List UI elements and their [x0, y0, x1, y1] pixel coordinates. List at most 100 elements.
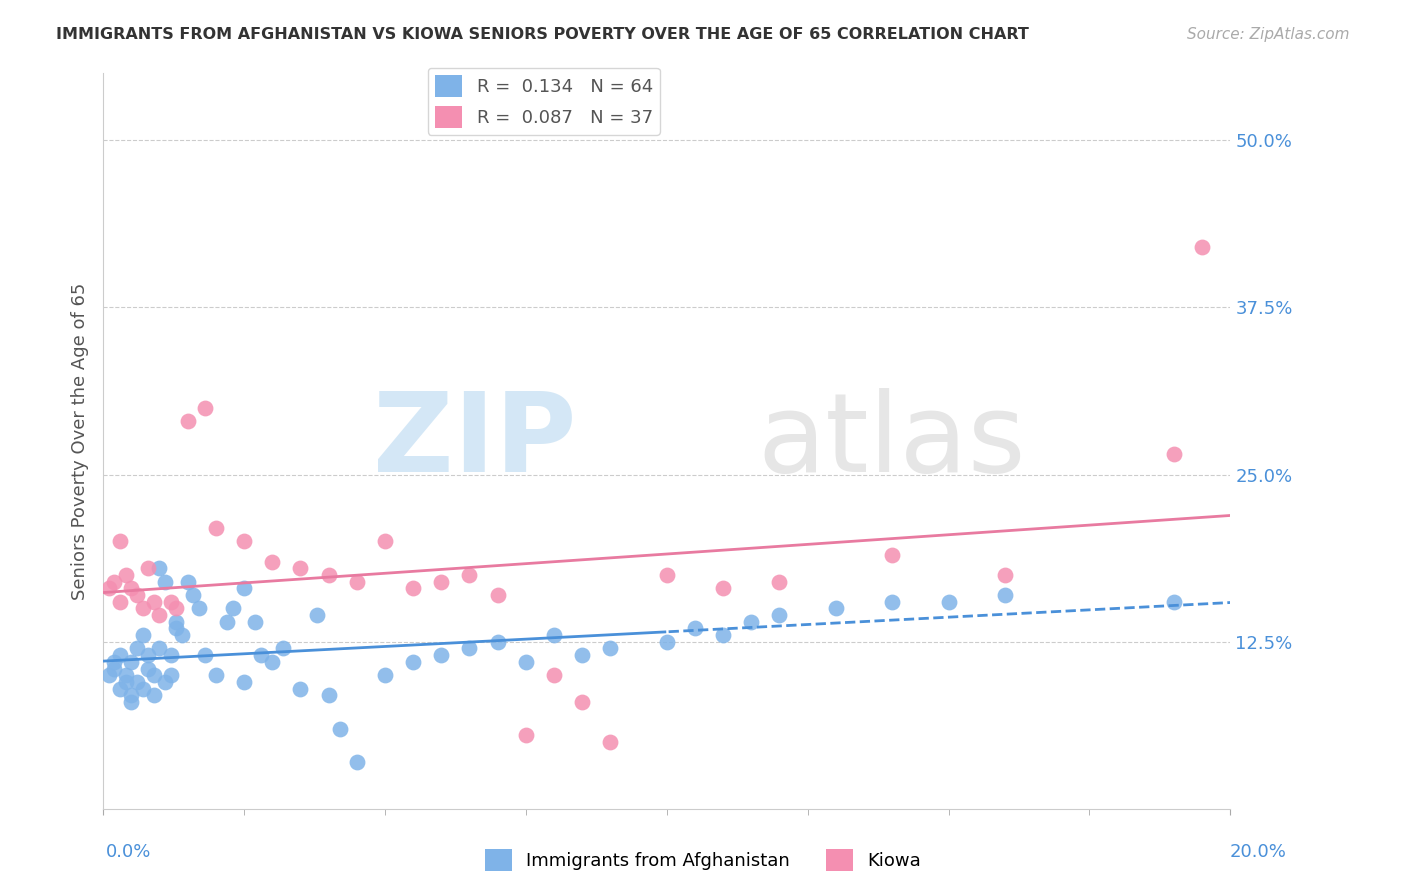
- Point: [165, 601, 187, 615]
- Point: [938, 594, 960, 608]
- Point: [194, 401, 217, 415]
- Point: [159, 668, 181, 682]
- Point: [768, 574, 790, 589]
- Point: [108, 534, 131, 549]
- Point: [136, 561, 159, 575]
- Point: [222, 601, 245, 615]
- Point: [571, 695, 593, 709]
- Point: [131, 601, 153, 615]
- Point: [108, 594, 131, 608]
- Point: [165, 615, 187, 629]
- Point: [1163, 594, 1185, 608]
- Text: IMMIGRANTS FROM AFGHANISTAN VS KIOWA SENIORS POVERTY OVER THE AGE OF 65 CORRELAT: IMMIGRANTS FROM AFGHANISTAN VS KIOWA SEN…: [56, 27, 1029, 42]
- Point: [486, 588, 509, 602]
- Point: [131, 681, 153, 696]
- Point: [217, 615, 239, 629]
- Point: [205, 521, 228, 535]
- Point: [159, 648, 181, 662]
- Point: [153, 574, 176, 589]
- Point: [740, 615, 762, 629]
- Point: [543, 628, 565, 642]
- Legend: R =  0.134   N = 64, R =  0.087   N = 37: R = 0.134 N = 64, R = 0.087 N = 37: [427, 68, 659, 135]
- Text: 0.0%: 0.0%: [105, 843, 150, 861]
- Point: [515, 655, 537, 669]
- Point: [711, 628, 734, 642]
- Point: [120, 695, 142, 709]
- Point: [233, 581, 256, 595]
- Legend: Immigrants from Afghanistan, Kiowa: Immigrants from Afghanistan, Kiowa: [478, 842, 928, 879]
- Point: [142, 688, 165, 702]
- Point: [114, 668, 136, 682]
- Point: [599, 641, 621, 656]
- Point: [318, 688, 340, 702]
- Point: [108, 681, 131, 696]
- Point: [233, 674, 256, 689]
- Point: [374, 534, 396, 549]
- Point: [571, 648, 593, 662]
- Point: [114, 568, 136, 582]
- Point: [486, 634, 509, 648]
- Point: [543, 668, 565, 682]
- Point: [136, 661, 159, 675]
- Point: [768, 607, 790, 622]
- Point: [307, 607, 329, 622]
- Point: [1191, 240, 1213, 254]
- Point: [250, 648, 273, 662]
- Point: [159, 594, 181, 608]
- Point: [103, 655, 125, 669]
- Point: [176, 574, 198, 589]
- Point: [181, 588, 204, 602]
- Point: [233, 534, 256, 549]
- Point: [515, 728, 537, 742]
- Point: [120, 581, 142, 595]
- Point: [402, 581, 425, 595]
- Point: [125, 588, 148, 602]
- Point: [148, 561, 170, 575]
- Point: [262, 655, 284, 669]
- Point: [103, 661, 125, 675]
- Point: [97, 581, 120, 595]
- Point: [430, 648, 453, 662]
- Point: [187, 601, 209, 615]
- Point: [120, 688, 142, 702]
- Point: [108, 648, 131, 662]
- Point: [125, 674, 148, 689]
- Text: ZIP: ZIP: [373, 388, 576, 495]
- Point: [882, 594, 904, 608]
- Point: [683, 621, 706, 635]
- Point: [103, 574, 125, 589]
- Point: [125, 641, 148, 656]
- Point: [994, 588, 1017, 602]
- Point: [430, 574, 453, 589]
- Text: atlas: atlas: [756, 388, 1025, 495]
- Point: [131, 628, 153, 642]
- Point: [176, 414, 198, 428]
- Point: [824, 601, 846, 615]
- Point: [194, 648, 217, 662]
- Point: [458, 568, 481, 582]
- Point: [170, 628, 193, 642]
- Point: [1163, 448, 1185, 462]
- Point: [655, 634, 678, 648]
- Point: [290, 561, 312, 575]
- Point: [148, 607, 170, 622]
- Point: [402, 655, 425, 669]
- Point: [142, 668, 165, 682]
- Point: [346, 574, 368, 589]
- Point: [153, 674, 176, 689]
- Point: [273, 641, 295, 656]
- Point: [97, 668, 120, 682]
- Point: [148, 641, 170, 656]
- Point: [329, 722, 352, 736]
- Point: [114, 674, 136, 689]
- Point: [165, 621, 187, 635]
- Point: [120, 655, 142, 669]
- Text: 20.0%: 20.0%: [1230, 843, 1286, 861]
- Text: Source: ZipAtlas.com: Source: ZipAtlas.com: [1187, 27, 1350, 42]
- Point: [994, 568, 1017, 582]
- Point: [374, 668, 396, 682]
- Point: [136, 648, 159, 662]
- Point: [655, 568, 678, 582]
- Point: [882, 548, 904, 562]
- Point: [142, 594, 165, 608]
